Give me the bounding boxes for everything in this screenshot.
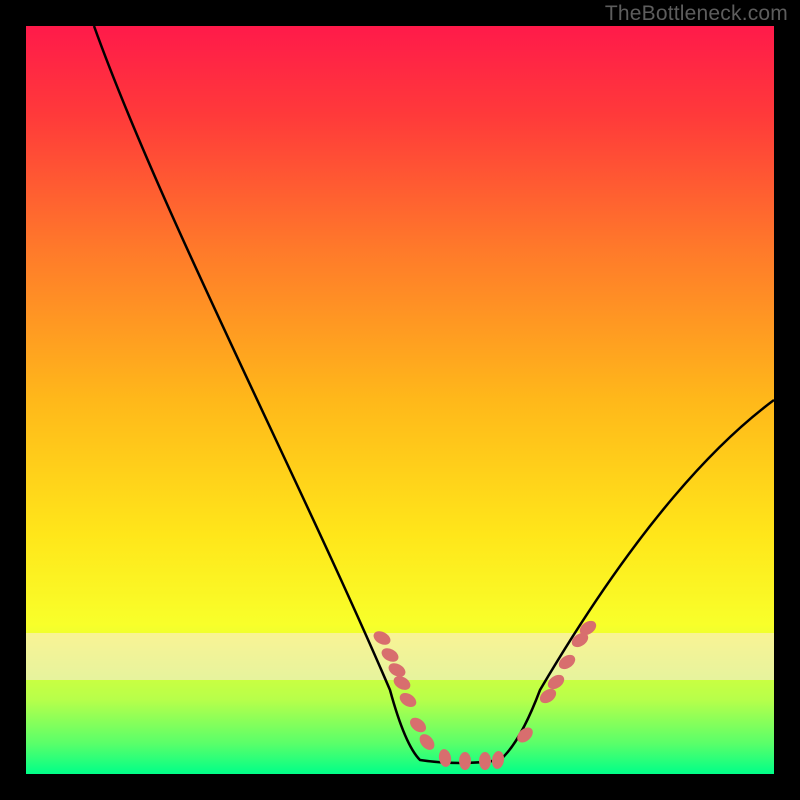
watermark-text: TheBottleneck.com <box>605 2 788 26</box>
chart-root: TheBottleneck.com <box>0 0 800 800</box>
outer-frame <box>0 0 800 800</box>
